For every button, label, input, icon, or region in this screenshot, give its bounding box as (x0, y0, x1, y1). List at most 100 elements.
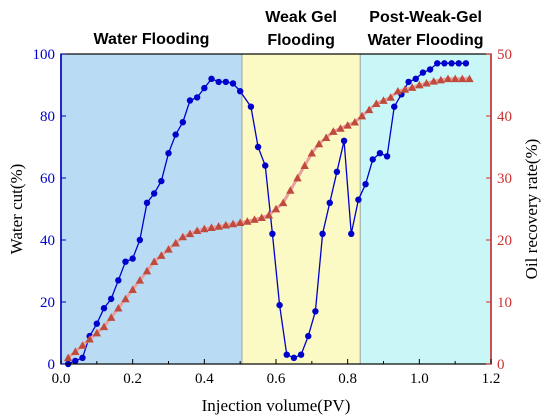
data-point (221, 220, 231, 229)
data-point (129, 255, 136, 262)
data-point (364, 105, 374, 114)
left-y-axis-label: Water cut(%) (7, 164, 26, 255)
data-point (257, 213, 266, 222)
data-point (276, 301, 283, 309)
stage-band-0 (61, 54, 242, 364)
data-point (271, 204, 281, 213)
data-point (193, 94, 201, 101)
data-point (455, 60, 462, 67)
data-point (114, 304, 123, 312)
data-point (207, 223, 216, 231)
data-point (369, 156, 376, 163)
data-point (122, 258, 129, 265)
data-point (340, 137, 348, 144)
stage-band-1 (241, 54, 361, 364)
data-point (426, 66, 434, 73)
x-axis-label: Injection volume(PV) (202, 396, 351, 415)
right-y-tick-label: 40 (497, 109, 512, 125)
left-y-tick-label: 80 (40, 109, 55, 125)
data-point (465, 74, 474, 83)
data-point (121, 294, 130, 303)
data-point (201, 84, 208, 92)
data-point (434, 60, 441, 67)
right-y-tick-label: 20 (497, 233, 512, 249)
data-point (458, 74, 467, 83)
series-layer (63, 60, 474, 368)
data-point (419, 69, 427, 76)
data-point (179, 119, 187, 126)
data-point (247, 103, 255, 110)
data-point (321, 133, 331, 142)
right-y-axis-label: Oil recovery rate(%) (522, 139, 541, 280)
x-tick-label: 0.2 (123, 371, 142, 387)
data-point (462, 60, 470, 67)
data-point (400, 85, 410, 93)
data-point (386, 93, 395, 101)
data-point (164, 245, 173, 253)
data-point (165, 150, 172, 157)
data-point (157, 251, 166, 259)
right-y-tick-label: 50 (497, 47, 512, 63)
data-point (229, 80, 237, 87)
stage-label-line: Water Flooding (368, 32, 484, 49)
data-point (262, 162, 269, 169)
data-point (79, 354, 86, 361)
data-point (235, 218, 245, 226)
data-point (135, 276, 145, 284)
left-y-tick-label: 20 (40, 295, 55, 311)
data-point (422, 78, 431, 87)
data-point (208, 75, 215, 83)
data-point (128, 285, 137, 293)
data-point (355, 196, 362, 203)
stage-backgrounds (61, 54, 491, 364)
data-point (63, 353, 73, 362)
data-point (78, 341, 87, 349)
x-tick-label: 0.8 (338, 371, 357, 387)
data-point (391, 103, 398, 110)
axes (60, 53, 492, 365)
data-point (149, 257, 159, 266)
left-y-tick-label: 0 (48, 357, 56, 373)
data-point (178, 232, 188, 241)
data-point (293, 173, 302, 182)
data-point (429, 77, 438, 85)
data-point (99, 322, 109, 331)
data-point (269, 230, 276, 237)
data-point (186, 97, 194, 104)
data-point (405, 78, 412, 86)
data-point (348, 230, 355, 237)
data-point (142, 266, 152, 275)
data-point (407, 83, 417, 91)
data-point (185, 229, 195, 238)
stage-band-2 (360, 54, 491, 364)
chart-labels: Water Flooding Weak Gel Flooding Post-Weak-… (7, 9, 541, 415)
data-point (172, 131, 179, 138)
data-point (286, 186, 295, 194)
data-point (350, 118, 360, 126)
data-point (222, 78, 230, 86)
series-water-cut (64, 60, 470, 368)
data-point (143, 199, 151, 206)
data-point (243, 217, 252, 225)
data-point (215, 78, 222, 86)
left-y-tick-label: 60 (40, 171, 55, 187)
data-point (254, 143, 262, 151)
data-point (376, 150, 384, 157)
x-tick-label: 0.6 (267, 371, 286, 387)
data-point (343, 121, 352, 129)
x-tick-label: 1.0 (410, 371, 429, 387)
data-point (415, 80, 424, 89)
data-point (72, 357, 79, 365)
data-point (357, 111, 367, 120)
data-point (214, 222, 223, 230)
data-point (192, 226, 202, 235)
data-point (92, 328, 102, 337)
data-point (106, 313, 116, 321)
data-point (329, 127, 338, 135)
data-point (85, 335, 94, 343)
data-point (264, 211, 274, 219)
stage-label-line: Flooding (267, 32, 335, 49)
data-point (250, 215, 259, 223)
left-y-tick-label: 40 (40, 233, 55, 249)
